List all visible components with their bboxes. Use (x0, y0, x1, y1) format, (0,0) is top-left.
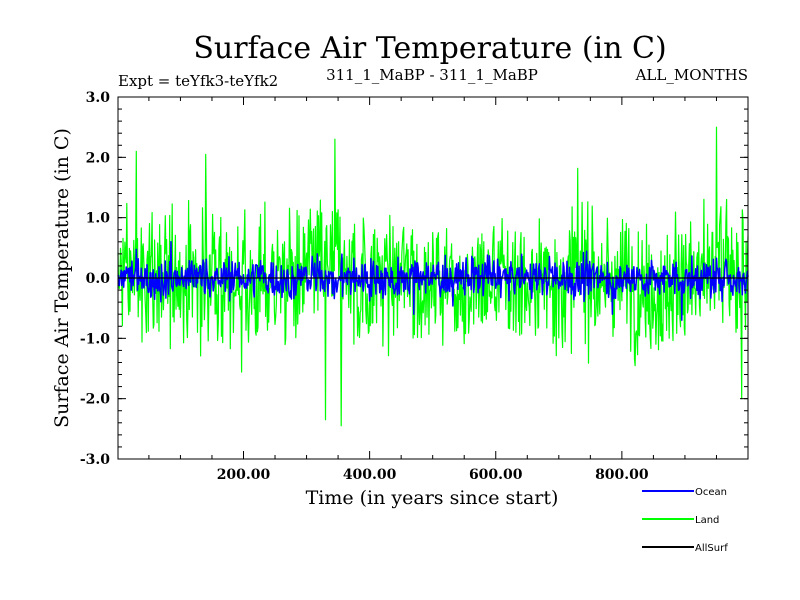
legend-label-land: Land (695, 515, 719, 526)
subtitle-months: ALL_MONTHS (635, 66, 748, 84)
y-axis: 3.0 2.0 1.0 0.0 -1.0 -2.0 -3.0 (80, 90, 748, 468)
series-land (117, 126, 749, 427)
x-tick-label: 800.00 (595, 467, 649, 483)
legend-label-ocean: Ocean (695, 487, 727, 498)
subtitle-experiment: Expt = teYfk3-teYfk2 (118, 72, 278, 90)
y-tick-label: -1.0 (80, 331, 110, 347)
x-tick-label: 600.00 (469, 467, 523, 483)
y-tick-label: 1.0 (86, 211, 111, 227)
land-line (117, 126, 749, 427)
x-axis-label: Time (in years since start) (306, 487, 559, 509)
y-tick-label: 3.0 (86, 90, 111, 106)
y-tick-label: 0.0 (86, 271, 111, 287)
y-tick-label: -2.0 (80, 392, 110, 408)
y-tick-label: -3.0 (80, 452, 110, 468)
ocean-line (117, 241, 749, 321)
subtitle-periods: 311_1_MaBP - 311_1_MaBP (326, 66, 538, 84)
x-tick-label: 200.00 (217, 467, 271, 483)
legend-label-allsurf: AllSurf (695, 543, 728, 554)
x-tick-label: 400.00 (343, 467, 397, 483)
x-axis: 200.00 400.00 600.00 800.00 (148, 97, 717, 483)
series-ocean (117, 241, 749, 321)
y-tick-label: 2.0 (86, 150, 111, 166)
chart-title: Surface Air Temperature (in C) (193, 31, 666, 66)
y-axis-label: Surface Air Temperature (in C) (51, 128, 73, 428)
legend: Ocean Land AllSurf (642, 487, 728, 554)
